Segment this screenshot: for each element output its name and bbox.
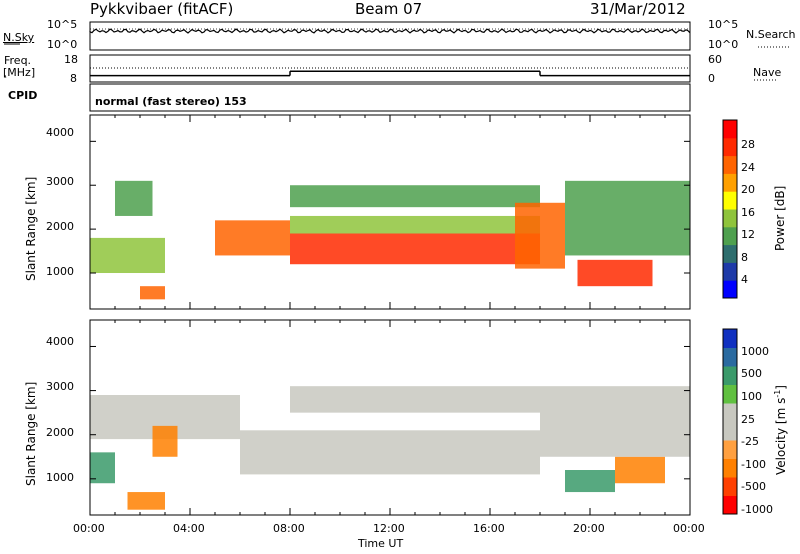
velocity-cell [152,425,178,457]
power-cb-tick: 28 [741,138,755,151]
nave-tick-bottom: 0 [708,72,715,85]
velocity-cell [90,452,115,484]
power-colorbar-swatch [723,155,737,174]
velocity-colorbar-swatch [723,495,737,515]
power-cell [577,259,653,287]
nsearch-label: N.Search [746,28,796,41]
power-colorbar-swatch [723,120,737,139]
power-cell [215,220,290,256]
power-cb-tick: 16 [741,206,755,219]
velocity-colorbar-swatch [723,477,737,496]
power-cell [515,202,565,269]
velocity-colorbar-swatch [723,347,737,367]
freq-unit-label: [MHz] [3,66,36,79]
power-colorbar-swatch [723,262,737,281]
velocity-colorbar-swatch [723,440,737,459]
power-colorbar-swatch [723,191,737,210]
power-cell [290,185,540,208]
noise-right-tick-top: 10^5 [708,18,739,31]
power-cell [290,233,540,265]
velocity-ytick: 2000 [46,426,74,439]
velocity-cb-tick: -100 [741,458,766,471]
power-cb-tick: 20 [741,183,755,196]
power-colorbar-swatch [723,280,737,299]
velocity-colorbar-swatch [723,421,737,441]
power-ytick: 1000 [46,265,74,278]
power-cell [90,237,165,274]
freq-tick-bottom: 8 [70,72,77,85]
power-colorbar-swatch [723,137,737,157]
power-ytick: 4000 [46,126,74,139]
velocity-cell [290,386,540,413]
velocity-cell [127,492,165,510]
power-ytick: 3000 [46,175,74,188]
noise-left-tick-bottom: 10^0 [47,38,78,51]
noise-left-tick-top: 10^5 [47,18,78,31]
freq-tick-top: 18 [64,53,78,66]
power-cb-tick: 4 [741,273,748,286]
power-colorbar-swatch [723,244,737,263]
velocity-cb-tick: 100 [741,390,762,403]
xtick: 20:00 [573,522,605,535]
xtick: 16:00 [473,522,505,535]
date-title: 31/Mar/2012 [590,0,686,18]
velocity-cell [540,386,690,457]
station-title: Pykkvibaer (fitACF) [90,0,234,18]
velocity-cell [240,430,540,475]
power-colorbar-swatch [723,173,737,192]
xtick: 12:00 [373,522,405,535]
velocity-ytick: 4000 [46,335,74,348]
velocity-cell [615,456,665,484]
nsky-label: N.Sky [3,31,35,44]
cpid-label: CPID [8,89,38,102]
noise-panel-frame [89,21,691,51]
velocity-colorbar-swatch [723,329,737,348]
noise-sky-line [89,28,691,34]
power-cb-tick: 24 [741,161,755,174]
velocity-cb-tick: -1000 [741,503,773,516]
power-cell [565,180,690,256]
power-cb-tick: 8 [741,251,748,264]
nave-tick-top: 60 [708,53,722,66]
xtick: 04:00 [173,522,205,535]
xtick: 00:00 [73,522,105,535]
velocity-colorbar-frame [722,328,738,515]
power-cb-tick: 12 [741,228,755,241]
velocity-cb-tick: 500 [741,367,762,380]
power-cell [115,180,153,216]
power-colorbar-swatch [723,226,737,246]
freq-label: Freq. [4,54,32,67]
power-cell [140,286,165,300]
velocity-colorbar-swatch [723,458,737,478]
velocity-colorbar-swatch [723,366,737,385]
power-colorbar-swatch [723,209,737,228]
xaxis-label: Time UT [358,537,404,550]
velocity-cb-tick: -25 [741,435,759,448]
velocity-cb-tick: -500 [741,480,766,493]
velocity-cb-tick: 1000 [741,345,769,358]
power-cell [290,215,540,234]
velocity-ytick: 3000 [46,380,74,393]
xtick: 08:00 [273,522,305,535]
nave-label: Nave [753,66,782,79]
velocity-ytick: 1000 [46,471,74,484]
power-colorbar-frame [722,119,738,299]
beam-title: Beam 07 [355,0,423,18]
velocity-colorbar-swatch [723,403,737,422]
power-ytick: 2000 [46,220,74,233]
velocity-cell [565,470,615,493]
noise-right-tick-bottom: 10^0 [708,38,739,51]
cpid-panel-frame [89,83,691,112]
velocity-colorbar-swatch [723,384,737,404]
cpid-text: normal (fast stereo) 153 [95,95,247,108]
velocity-cb-tick: 25 [741,413,755,426]
xtick: 00:00 [673,522,705,535]
